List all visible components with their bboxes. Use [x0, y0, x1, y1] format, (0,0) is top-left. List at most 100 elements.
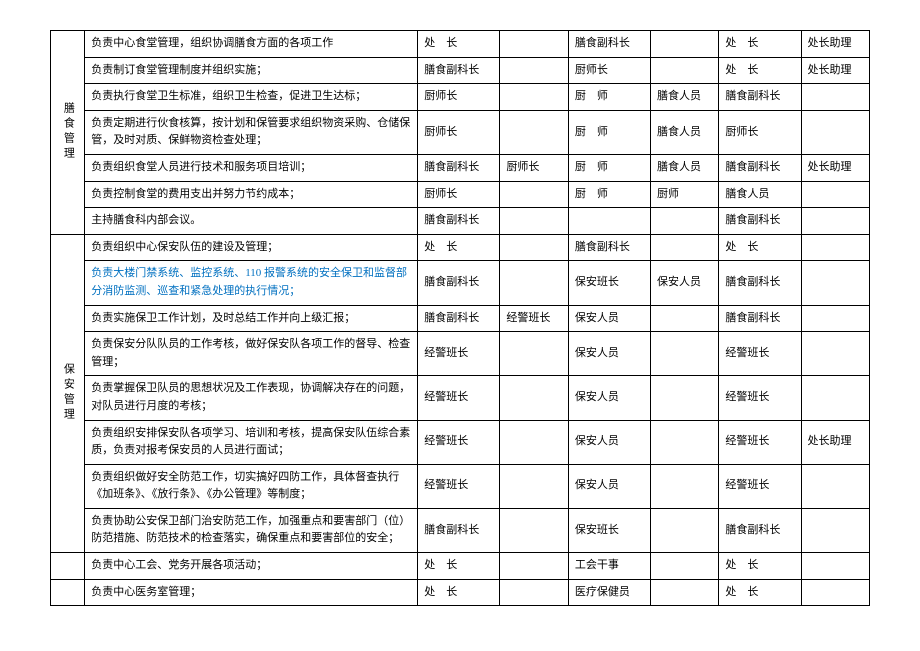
role-cell: 处 长 [719, 57, 801, 84]
role-cell: 处长助理 [801, 420, 869, 464]
category-cell: 膳食管理 [51, 31, 85, 235]
role-cell: 膳食副科长 [719, 261, 801, 305]
role-cell [500, 57, 568, 84]
role-cell: 经警班长 [418, 464, 500, 508]
role-cell [801, 579, 869, 606]
desc-cell: 负责实施保卫工作计划，及时总结工作并向上级汇报； [85, 305, 418, 332]
role-cell [801, 508, 869, 552]
table-row: 负责执行食堂卫生标准，组织卫生检查，促进卫生达标； 厨师长 厨 师 膳食人员 膳… [51, 84, 870, 111]
role-cell: 经警班长 [719, 332, 801, 376]
role-cell [650, 420, 718, 464]
table-row: 负责协助公安保卫部门治安防范工作，加强重点和要害部门（位）防范措施、防范技术的检… [51, 508, 870, 552]
role-cell: 膳食人员 [719, 181, 801, 208]
role-cell [801, 553, 869, 580]
role-cell [650, 57, 718, 84]
role-cell: 处 长 [719, 31, 801, 58]
table-row: 负责中心工会、党务开展各项活动； 处 长 工会干事 处 长 [51, 553, 870, 580]
table-row: 负责定期进行伙食核算，按计划和保管要求组织物资采购、仓储保管，及时对质、保鲜物资… [51, 110, 870, 154]
role-cell [500, 553, 568, 580]
role-cell: 膳食副科长 [418, 261, 500, 305]
role-cell [500, 579, 568, 606]
role-cell: 保安班长 [568, 261, 650, 305]
role-cell [500, 508, 568, 552]
desc-cell: 负责大楼门禁系统、监控系统、110 报警系统的安全保卫和监督部分消防监测、巡查和… [85, 261, 418, 305]
role-cell: 厨师 [650, 181, 718, 208]
role-cell: 膳食副科长 [418, 508, 500, 552]
role-cell [801, 305, 869, 332]
role-cell [650, 579, 718, 606]
role-cell: 保安人员 [568, 305, 650, 332]
desc-cell: 负责制订食堂管理制度并组织实施； [85, 57, 418, 84]
role-cell [801, 332, 869, 376]
role-cell: 膳食副科长 [719, 208, 801, 235]
role-cell: 经警班长 [719, 420, 801, 464]
role-cell: 膳食副科长 [418, 57, 500, 84]
desc-cell: 负责组织食堂人员进行技术和服务项目培训； [85, 154, 418, 181]
table-row: 主持膳食科内部会议。 膳食副科长 膳食副科长 [51, 208, 870, 235]
role-cell: 处长助理 [801, 154, 869, 181]
table-row: 负责组织做好安全防范工作，切实搞好四防工作，具体督查执行《加班条》、《放行条》、… [51, 464, 870, 508]
role-cell [801, 110, 869, 154]
role-cell: 保安人员 [568, 376, 650, 420]
role-cell [650, 508, 718, 552]
role-cell: 膳食副科长 [418, 305, 500, 332]
role-cell: 厨 师 [568, 154, 650, 181]
role-cell: 厨师长 [418, 181, 500, 208]
desc-cell: 负责中心医务室管理； [85, 579, 418, 606]
role-cell: 厨 师 [568, 110, 650, 154]
role-cell: 膳食副科长 [719, 305, 801, 332]
role-cell: 医疗保健员 [568, 579, 650, 606]
role-cell: 处 长 [719, 234, 801, 261]
role-cell [801, 261, 869, 305]
table-row: 负责制订食堂管理制度并组织实施； 膳食副科长 厨师长 处 长 处长助理 [51, 57, 870, 84]
role-cell [500, 31, 568, 58]
role-cell [650, 464, 718, 508]
role-cell [650, 332, 718, 376]
desc-cell: 负责中心工会、党务开展各项活动； [85, 553, 418, 580]
role-cell [801, 234, 869, 261]
role-cell: 经警班长 [719, 376, 801, 420]
role-cell [500, 332, 568, 376]
role-cell [500, 464, 568, 508]
role-cell [500, 376, 568, 420]
role-cell [500, 234, 568, 261]
desc-cell: 负责组织中心保安队伍的建设及管理； [85, 234, 418, 261]
table-row: 负责组织安排保安队各项学习、培训和考核，提高保安队伍综合素质，负责对报考保安员的… [51, 420, 870, 464]
role-cell: 膳食人员 [650, 154, 718, 181]
role-cell: 经警班长 [418, 420, 500, 464]
role-cell: 工会干事 [568, 553, 650, 580]
table-row: 负责组织食堂人员进行技术和服务项目培训； 膳食副科长 厨师长 厨 师 膳食人员 … [51, 154, 870, 181]
role-cell: 经警班长 [418, 332, 500, 376]
role-cell [650, 553, 718, 580]
role-cell [568, 208, 650, 235]
table-row: 负责大楼门禁系统、监控系统、110 报警系统的安全保卫和监督部分消防监测、巡查和… [51, 261, 870, 305]
responsibilities-table: 膳食管理 负责中心食堂管理，组织协调膳食方面的各项工作 处 长 膳食副科长 处 … [50, 30, 870, 606]
desc-cell: 负责组织安排保安队各项学习、培训和考核，提高保安队伍综合素质，负责对报考保安员的… [85, 420, 418, 464]
role-cell [801, 84, 869, 111]
role-cell: 膳食副科长 [719, 84, 801, 111]
table-row: 负责控制食堂的费用支出并努力节约成本； 厨师长 厨 师 厨师 膳食人员 [51, 181, 870, 208]
role-cell: 膳食副科长 [719, 508, 801, 552]
role-cell: 厨师长 [418, 84, 500, 111]
role-cell [801, 181, 869, 208]
role-cell [801, 208, 869, 235]
role-cell: 保安人员 [650, 261, 718, 305]
role-cell: 经警班长 [719, 464, 801, 508]
role-cell: 处 长 [719, 579, 801, 606]
desc-cell: 负责协助公安保卫部门治安防范工作，加强重点和要害部门（位）防范措施、防范技术的检… [85, 508, 418, 552]
role-cell [500, 110, 568, 154]
desc-cell: 负责执行食堂卫生标准，组织卫生检查，促进卫生达标； [85, 84, 418, 111]
category-cell [51, 579, 85, 606]
role-cell [801, 376, 869, 420]
role-cell: 处长助理 [801, 57, 869, 84]
table-row: 保安管理 负责组织中心保安队伍的建设及管理； 处 长 膳食副科长 处 长 [51, 234, 870, 261]
desc-cell: 负责保安分队队员的工作考核，做好保安队各项工作的督导、检查管理； [85, 332, 418, 376]
category-cell: 保安管理 [51, 234, 85, 552]
role-cell [650, 208, 718, 235]
role-cell: 膳食副科长 [568, 234, 650, 261]
role-cell [650, 31, 718, 58]
role-cell: 经警班长 [418, 376, 500, 420]
role-cell: 处 长 [418, 553, 500, 580]
role-cell: 厨 师 [568, 84, 650, 111]
role-cell [500, 84, 568, 111]
